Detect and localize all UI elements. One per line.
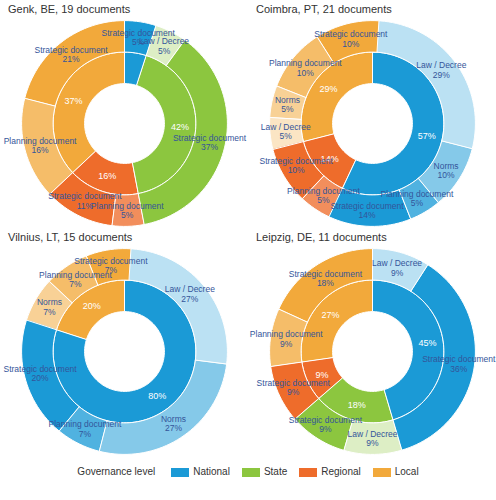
svg-text:Norms5%: Norms5%	[275, 95, 300, 114]
svg-text:Strategic document37%: Strategic document37%	[173, 133, 247, 152]
svg-text:Norms7%: Norms7%	[37, 297, 62, 316]
svg-text:Law / Decree9%: Law / Decree9%	[347, 429, 397, 448]
svg-text:Strategic document18%: Strategic document18%	[289, 269, 363, 288]
svg-text:37%: 37%	[64, 96, 82, 106]
svg-text:Strategic document11%: Strategic document11%	[48, 191, 122, 210]
svg-text:Law / Decree29%: Law / Decree29%	[416, 60, 466, 79]
svg-text:Planning document7%: Planning document7%	[39, 270, 112, 289]
svg-text:57%: 57%	[418, 131, 436, 141]
svg-text:Strategic document20%: Strategic document20%	[3, 363, 77, 382]
svg-text:Planning document16%: Planning document16%	[4, 135, 77, 154]
svg-text:Norms10%: Norms10%	[434, 161, 459, 180]
svg-text:Strategic document7%: Strategic document7%	[74, 256, 148, 275]
svg-text:20%: 20%	[83, 301, 101, 311]
svg-text:Planning document7%: Planning document7%	[49, 419, 122, 438]
svg-text:Planning document9%: Planning document9%	[250, 329, 323, 348]
svg-text:Strategic document14%: Strategic document14%	[330, 201, 404, 220]
svg-text:Law / Decree5%: Law / Decree5%	[139, 36, 189, 55]
svg-text:Law / Decree9%: Law / Decree9%	[372, 258, 422, 277]
svg-text:Strategic document21%: Strategic document21%	[34, 45, 108, 64]
svg-text:Strategic document10%: Strategic document10%	[260, 156, 334, 175]
svg-text:18%: 18%	[348, 400, 366, 410]
svg-text:16%: 16%	[98, 171, 116, 181]
svg-text:45%: 45%	[419, 338, 437, 348]
svg-text:Strategic document10%: Strategic document10%	[314, 29, 388, 48]
svg-text:80%: 80%	[148, 391, 166, 401]
svg-text:Planning document5%: Planning document5%	[287, 186, 360, 205]
svg-text:Law / Decree5%: Law / Decree5%	[261, 122, 311, 141]
svg-text:Strategic document9%: Strategic document9%	[289, 415, 363, 434]
svg-text:Strategic document36%: Strategic document36%	[422, 354, 496, 373]
svg-text:42%: 42%	[171, 122, 189, 132]
svg-text:Planning document5%: Planning document5%	[91, 201, 164, 220]
svg-text:Planning document10%: Planning document10%	[269, 58, 342, 77]
svg-text:Norms27%: Norms27%	[161, 414, 186, 433]
svg-text:Law / Decree27%: Law / Decree27%	[165, 284, 215, 303]
svg-text:Strategic document9%: Strategic document9%	[257, 378, 331, 397]
svg-text:27%: 27%	[321, 310, 339, 320]
svg-text:29%: 29%	[320, 84, 338, 94]
